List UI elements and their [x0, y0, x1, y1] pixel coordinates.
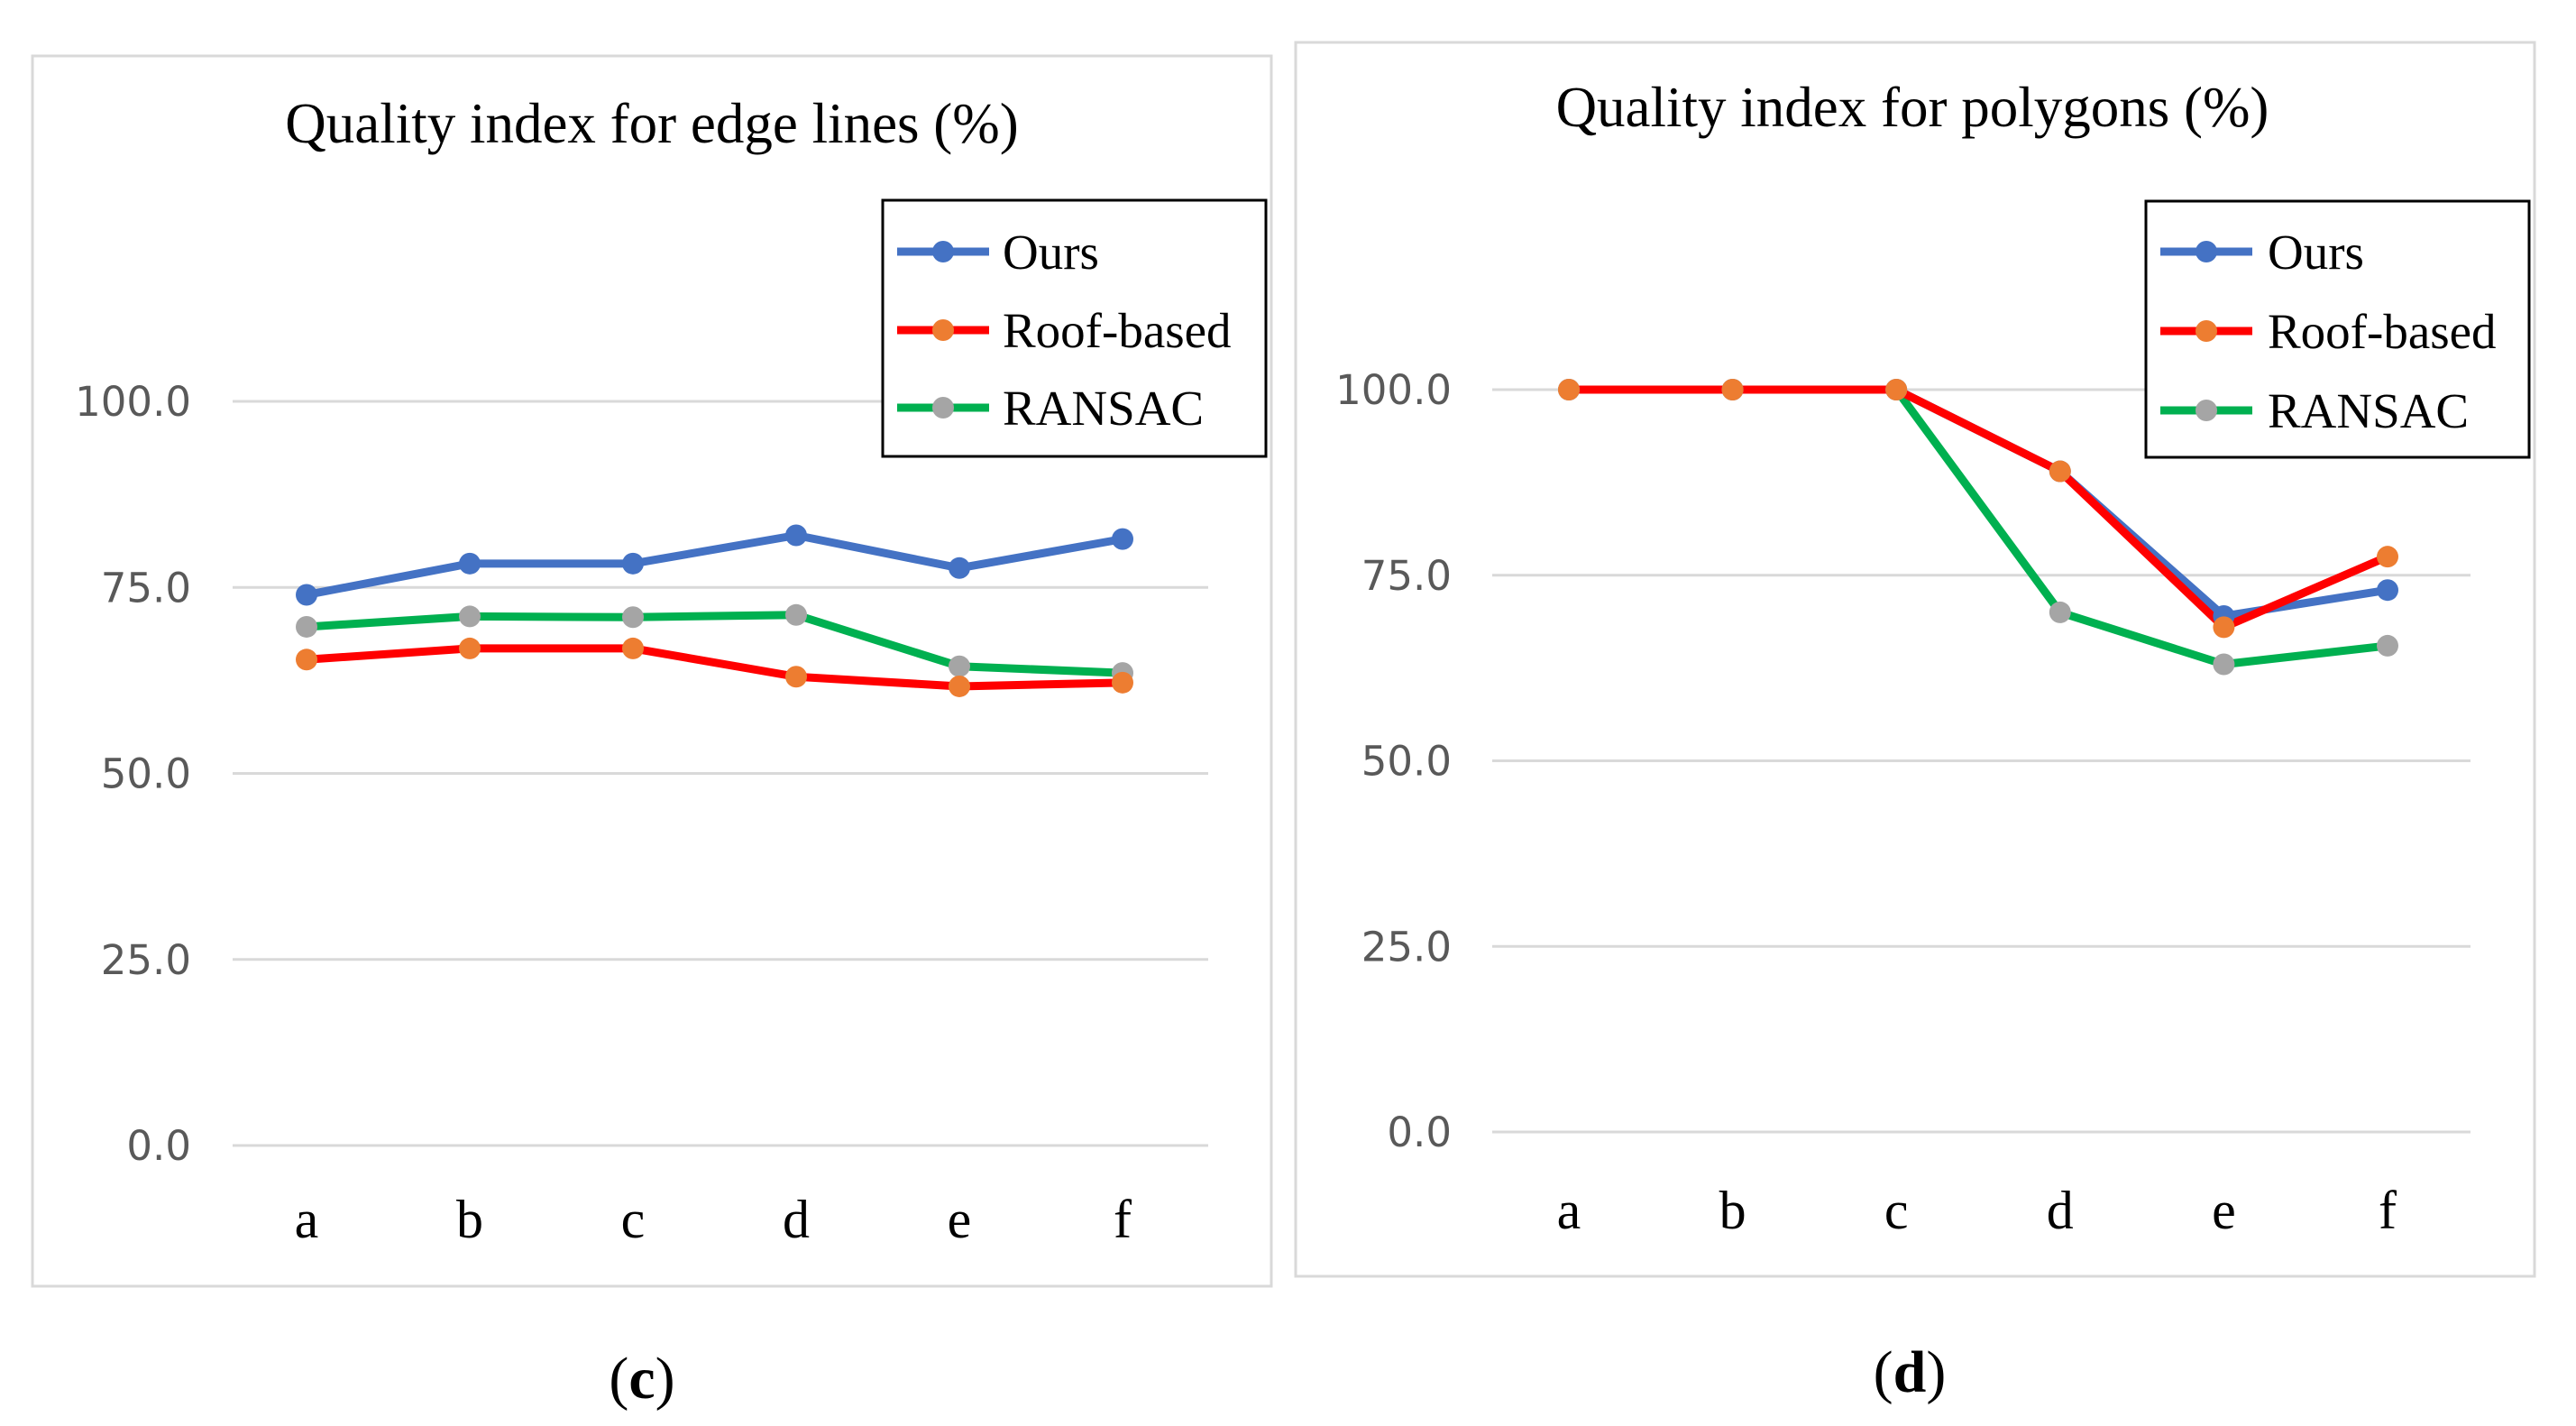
- data-point-ransac: [949, 655, 970, 677]
- legend-label-ours: Ours: [1003, 225, 1099, 280]
- legend-marker-ours: [2196, 241, 2217, 262]
- legend-marker-ours: [932, 241, 954, 262]
- x-tick-label: b: [456, 1190, 483, 1249]
- data-point-ours: [785, 524, 807, 547]
- legend-label-roof-based: Roof-based: [2268, 304, 2497, 359]
- data-point-roof-based: [2213, 616, 2235, 639]
- data-point-roof-based: [785, 666, 807, 688]
- data-point-ours: [296, 584, 317, 606]
- series-line-ours: [302, 531, 1127, 599]
- y-tick-label: 50.0: [1361, 738, 1452, 786]
- series-line-roof-based: [1564, 385, 2392, 631]
- data-point-ours: [459, 552, 481, 575]
- data-point-ransac: [622, 606, 644, 629]
- y-tick-label: 0.0: [1387, 1109, 1452, 1156]
- legend-label-ours: Ours: [2268, 225, 2364, 280]
- x-tick-label: e: [2212, 1181, 2236, 1240]
- legend-marker-ransac: [2196, 400, 2217, 421]
- data-point-roof-based: [459, 637, 481, 659]
- x-tick-label: a: [1557, 1181, 1581, 1240]
- y-tick-label: 75.0: [101, 564, 191, 612]
- x-tick-label: a: [295, 1190, 319, 1249]
- chart-panel-c: Quality index for edge lines (%) 0.0 25.0…: [31, 54, 1273, 1412]
- data-point-roof-based: [1112, 671, 1133, 694]
- y-tick-label: 25.0: [101, 936, 191, 984]
- legend-label-ransac: RANSAC: [1003, 381, 1204, 436]
- series-line-roof-based: [302, 644, 1127, 691]
- legend-label-ransac: RANSAC: [2268, 383, 2469, 438]
- legend-label-roof-based: Roof-based: [1003, 303, 1232, 358]
- x-tick-label: b: [1719, 1181, 1746, 1240]
- x-tick-label: c: [1884, 1181, 1909, 1240]
- data-point-roof-based: [1885, 379, 1908, 400]
- data-point-ransac: [785, 603, 807, 626]
- legend-marker-roof-based: [932, 319, 954, 341]
- y-tick-label: 0.0: [126, 1122, 191, 1170]
- data-point-ransac: [459, 605, 481, 628]
- legend: Ours Roof-based RANSAC: [881, 198, 1268, 458]
- x-axis: a b c d e f: [1557, 1181, 2397, 1240]
- data-point-roof-based: [2049, 460, 2071, 483]
- y-tick-label: 100.0: [1335, 366, 1452, 414]
- y-tick-label: 100.0: [75, 378, 191, 426]
- y-axis: 0.0 25.0 50.0 75.0 100.0: [75, 378, 191, 1170]
- legend-marker-roof-based: [2196, 320, 2217, 342]
- panel-caption-d: (d): [1874, 1339, 1947, 1405]
- data-point-ours: [949, 557, 970, 579]
- data-point-roof-based: [1721, 379, 1744, 400]
- data-point-ransac: [2049, 601, 2071, 623]
- data-point-ours: [622, 552, 644, 575]
- data-point-roof-based: [2377, 546, 2398, 568]
- x-axis: a b c d e f: [295, 1190, 1132, 1249]
- series-layer: [296, 524, 1133, 697]
- data-point-roof-based: [949, 675, 970, 697]
- caption-letter-d: d: [1893, 1339, 1927, 1405]
- data-point-ransac: [2377, 634, 2398, 657]
- x-tick-label: c: [621, 1190, 646, 1249]
- y-tick-label: 25.0: [1361, 923, 1452, 971]
- panel-caption-c: (c): [609, 1346, 674, 1412]
- series-layer: [1558, 379, 2398, 676]
- y-axis: 0.0 25.0 50.0 75.0 100.0: [1335, 366, 1452, 1156]
- data-point-ransac: [296, 615, 317, 638]
- data-point-ours: [1112, 528, 1133, 550]
- legend-marker-ransac: [932, 397, 954, 419]
- x-tick-label: d: [783, 1190, 810, 1249]
- data-point-roof-based: [296, 649, 317, 671]
- series-line-ransac: [302, 611, 1127, 677]
- y-tick-label: 50.0: [101, 750, 191, 798]
- caption-letter-c: c: [628, 1346, 655, 1412]
- x-tick-label: d: [2047, 1181, 2074, 1240]
- x-tick-label: f: [1114, 1190, 1132, 1249]
- data-point-ours: [2377, 579, 2398, 602]
- x-tick-label: e: [948, 1190, 972, 1249]
- data-point-ransac: [2213, 653, 2235, 676]
- legend: Ours Roof-based RANSAC: [2144, 199, 2531, 459]
- chart-title: Quality index for polygons (%): [1556, 76, 2269, 139]
- data-point-roof-based: [1558, 379, 1580, 400]
- chart-title: Quality index for edge lines (%): [285, 92, 1019, 155]
- chart-panel-d: Quality index for polygons (%) 0.0 25.0 50…: [1294, 41, 2536, 1405]
- x-tick-label: f: [2379, 1181, 2397, 1240]
- data-point-roof-based: [622, 637, 644, 659]
- y-tick-label: 75.0: [1361, 552, 1452, 600]
